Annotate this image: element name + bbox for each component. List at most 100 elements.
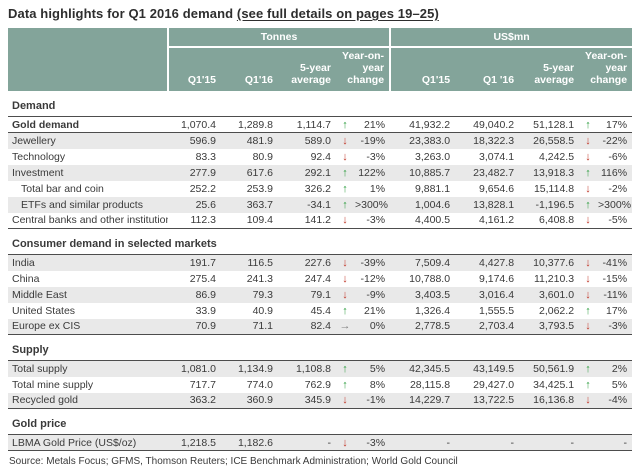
row-label: United States <box>12 304 76 317</box>
arrow-down-icon: ↓ <box>585 272 591 285</box>
section-title: Demand <box>12 100 56 113</box>
column-header: 5-year average <box>277 47 335 92</box>
change-cell: 17% <box>606 304 628 317</box>
section-header-row: Consumer demand in selected markets <box>8 229 632 255</box>
arrow-down-icon: ↓ <box>335 286 355 303</box>
change-cell: -15% <box>602 272 628 285</box>
value-cell: 3,403.5 <box>390 286 455 303</box>
value-cell: - <box>390 434 455 452</box>
value-cell: 14,229.7 <box>390 392 455 410</box>
details-link[interactable]: (see full details on pages 19–25) <box>236 6 439 21</box>
change-cell: 21% <box>364 304 386 317</box>
arrow-down-icon: ↓ <box>342 150 348 163</box>
change-cell: 116% <box>598 164 633 181</box>
column-header: Q1 '16 <box>454 47 519 92</box>
value-cell: 6,408.8 <box>518 212 579 230</box>
value-cell: 9,174.6 <box>479 272 515 285</box>
arrow-flat-icon: → <box>335 318 355 336</box>
source-note: Source: Metals Focus; GFMS, Thomson Reut… <box>9 456 458 467</box>
table-row: United States 33.9 40.9 45.4 ↑ 21% 1,326.4 1,55… <box>8 303 632 319</box>
section-header-row: Gold price <box>8 409 632 435</box>
value-cell: 481.9 <box>220 132 277 149</box>
value-cell: 26,558.5 <box>518 132 579 149</box>
table-row: Europe ex CIS 70.9 71.1 82.4 → 0% 2,778.5 2,703… <box>8 318 633 336</box>
value-cell: 23,383.0 <box>390 132 455 149</box>
value-cell: 4,427.8 <box>454 254 519 271</box>
table-row: ETFs and similar products 25.6 363.7 -34.1 ↑… <box>8 196 633 213</box>
column-header: Q1'15 <box>389 47 455 92</box>
section-title: Consumer demand in selected markets <box>12 238 217 251</box>
arrow-down-icon: ↓ <box>578 318 599 336</box>
value-cell: -34.1 <box>277 196 335 213</box>
change-cell: 8% <box>369 378 386 391</box>
value-cell: 2,778.5 <box>390 318 455 336</box>
value-cell: 1,289.8 <box>220 116 277 134</box>
value-cell: 363.2 <box>168 392 220 410</box>
value-cell: 112.3 <box>168 212 220 230</box>
arrow-up-icon: ↑ <box>585 304 591 317</box>
arrow-up-icon: ↑ <box>342 304 348 317</box>
value-cell: 50,561.9 <box>518 360 579 377</box>
table-row: Total mine supply 717.7 774.0 762.9 ↑ 8% 28,11… <box>8 377 632 393</box>
value-cell: 3,074.1 <box>479 150 515 163</box>
row-label: Recycled gold <box>8 392 168 410</box>
arrow-up-icon: ↑ <box>578 116 599 134</box>
header-corner <box>8 28 168 92</box>
change-cell: - <box>598 434 633 452</box>
value-cell: 363.7 <box>220 196 277 213</box>
value-cell: 1,182.6 <box>220 434 277 452</box>
table-row: Central banks and other institutions 112.… <box>8 212 633 230</box>
value-cell: 4,242.5 <box>539 150 575 163</box>
change-cell: -9% <box>355 286 391 303</box>
table-row: Gold demand 1,070.4 1,289.8 1,114.7 ↑ 21% 41,9… <box>8 116 633 134</box>
value-cell: 4,161.2 <box>454 212 519 230</box>
value-cell: 51,128.1 <box>518 116 579 134</box>
row-label: Total bar and coin <box>21 182 104 195</box>
table-row: India 191.7 116.5 227.6 ↓ -39% 7,509.4 4,427.8 1… <box>8 254 633 271</box>
value-cell: 277.9 <box>168 164 220 181</box>
change-cell: 17% <box>598 116 633 134</box>
table-row: Investment 277.9 617.6 292.1 ↑ 122% 10,885.7 23… <box>8 164 633 181</box>
arrow-down-icon: ↓ <box>578 254 599 271</box>
table-body: Demand Gold demand 1,070.4 1,289.8 1,114.7 ↑ 2… <box>8 91 633 452</box>
value-cell: 2,703.4 <box>454 318 519 336</box>
arrow-down-icon: ↓ <box>342 272 348 285</box>
page-title: Data highlights for Q1 2016 demand (see … <box>8 6 632 21</box>
row-label: Technology <box>12 150 66 163</box>
change-cell: -39% <box>355 254 391 271</box>
value-cell: 9,881.1 <box>415 182 451 195</box>
row-label: Middle East <box>8 286 168 303</box>
value-cell: 29,427.0 <box>473 378 515 391</box>
change-cell: 122% <box>355 164 391 181</box>
change-cell: -19% <box>355 132 391 149</box>
change-cell: -3% <box>355 434 391 452</box>
table-row: Technology 83.3 80.9 92.4 ↓ -3% 3,263.0 3,074.1… <box>8 149 632 165</box>
value-cell: 43,149.5 <box>454 360 519 377</box>
value-cell: - <box>518 434 579 452</box>
value-cell: 40.9 <box>252 304 273 317</box>
arrow-down-icon: ↓ <box>335 434 355 452</box>
value-cell: 13,828.1 <box>454 196 519 213</box>
row-label: Central banks and other institutions <box>8 212 168 230</box>
value-cell: - <box>277 434 335 452</box>
value-cell: - <box>454 434 519 452</box>
value-cell: 360.9 <box>220 392 277 410</box>
value-cell: 227.6 <box>277 254 335 271</box>
value-cell: 1,555.5 <box>479 304 515 317</box>
change-cell: 21% <box>355 116 391 134</box>
value-cell: 79.3 <box>220 286 277 303</box>
row-label: LBMA Gold Price (US$/oz) <box>8 434 168 452</box>
value-cell: 16,136.8 <box>518 392 579 410</box>
value-cell: 18,322.3 <box>454 132 519 149</box>
value-cell: 3,263.0 <box>415 150 451 163</box>
value-cell: 49,040.2 <box>454 116 519 134</box>
value-cell: 42,345.5 <box>390 360 455 377</box>
arrow-up-icon: ↑ <box>335 360 355 377</box>
arrow-up-icon: ↑ <box>335 116 355 134</box>
value-cell: 1,114.7 <box>277 116 335 134</box>
arrow-down-icon: ↓ <box>335 212 355 230</box>
arrow-up-icon: ↑ <box>585 378 591 391</box>
change-cell: -3% <box>355 212 391 230</box>
row-label: Investment <box>8 164 168 181</box>
value-cell: 247.4 <box>304 272 331 285</box>
